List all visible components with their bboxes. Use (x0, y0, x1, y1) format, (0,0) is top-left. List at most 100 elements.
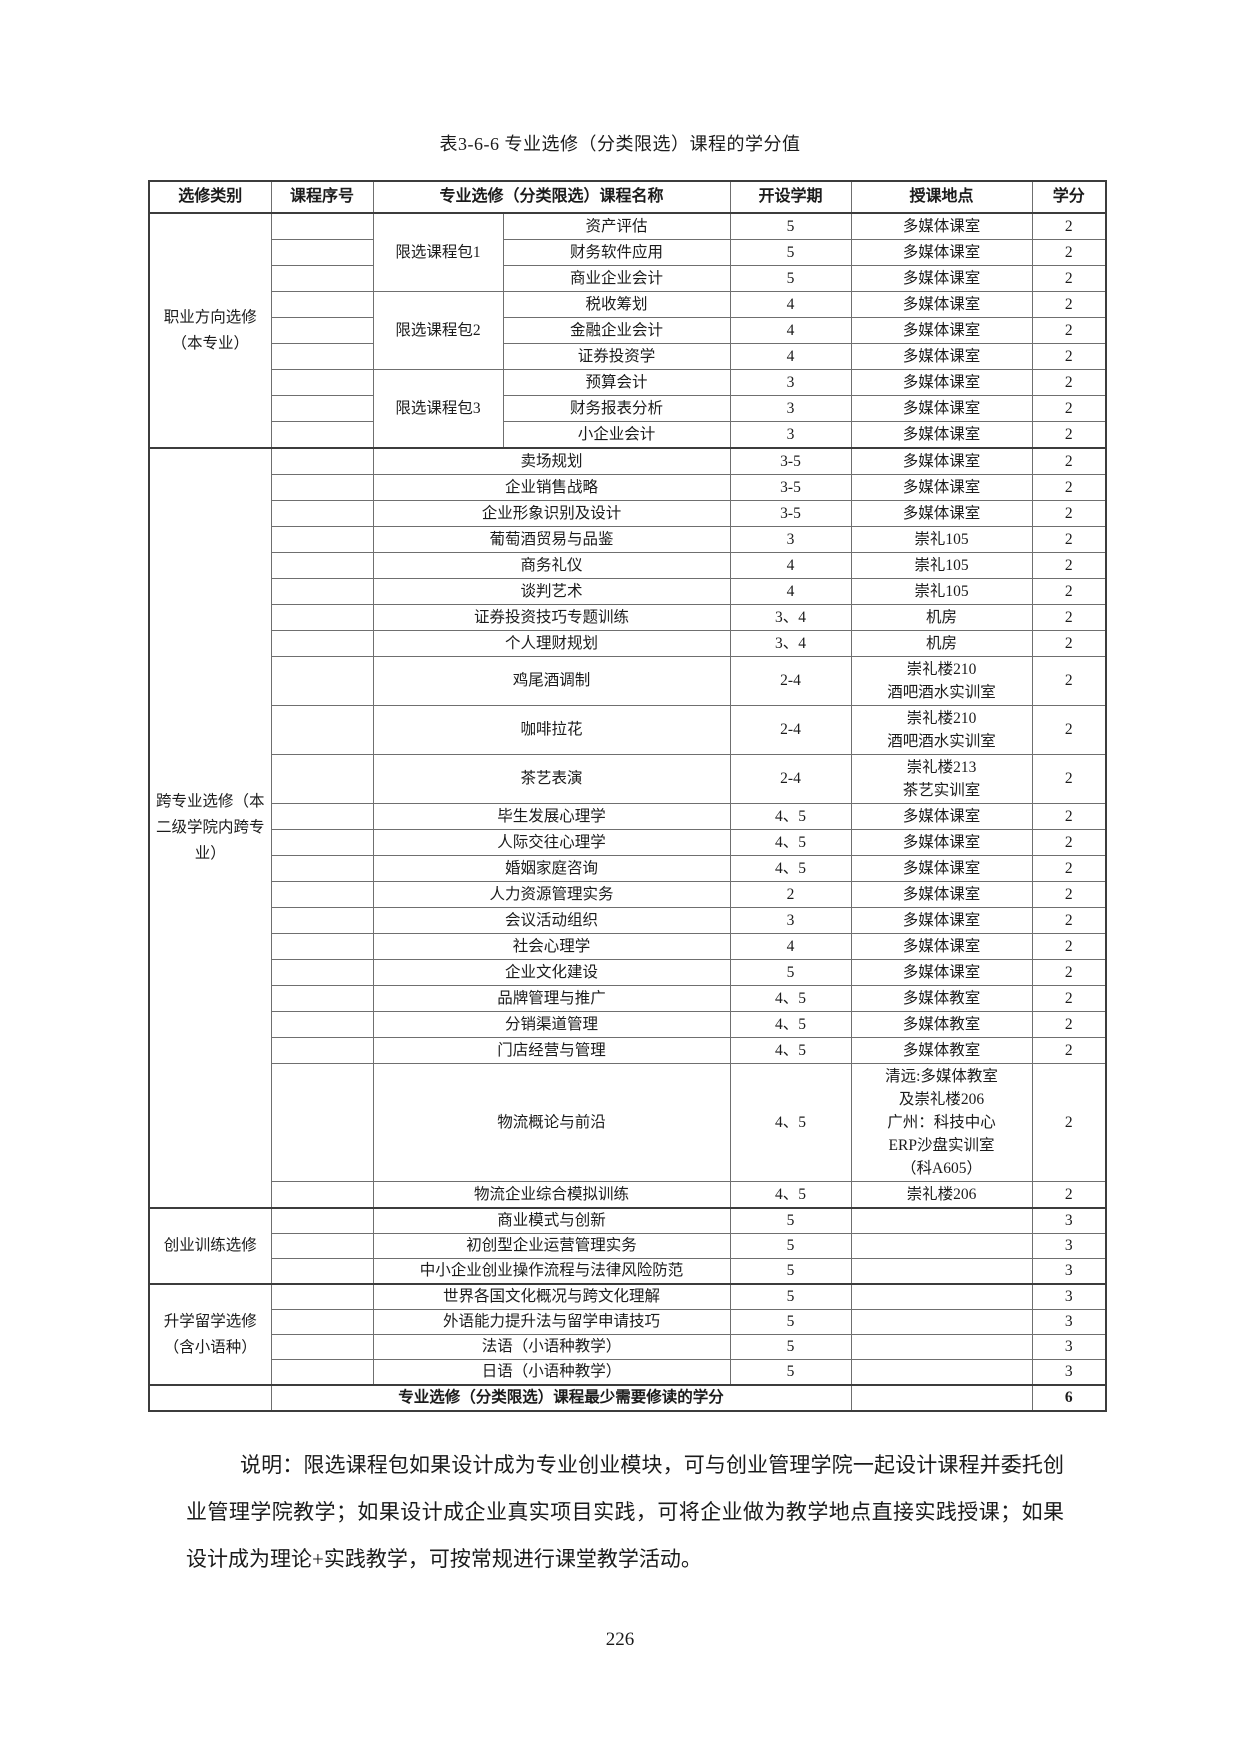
term-cell: 3 (729, 907, 852, 934)
seq-cell (270, 1207, 374, 1234)
seq-cell (270, 369, 374, 396)
course-name-cell: 证券投资技巧专题训练 (372, 604, 731, 631)
table-row: 商业企业会计 5 多媒体课室 2 (149, 265, 1107, 292)
table-row: 企业形象识别及设计 3-5 多媒体课室 2 (149, 500, 1107, 527)
course-name-cell: 财务软件应用 (502, 239, 731, 266)
seq-cell (270, 656, 374, 706)
seq-cell (270, 1233, 374, 1259)
table-row: 葡萄酒贸易与品鉴 3 崇礼105 2 (149, 526, 1107, 553)
term-cell: 2-4 (729, 754, 852, 804)
seq-cell (270, 239, 374, 266)
credit-cell: 2 (1031, 369, 1107, 396)
term-cell: 5 (729, 1258, 852, 1285)
location-cell: 多媒体课室 (850, 369, 1033, 396)
seq-cell (270, 343, 374, 370)
summary-label-cell: 专业选修（分类限选）课程最少需要修读的学分 (270, 1384, 852, 1412)
course-name-cell: 门店经营与管理 (372, 1037, 731, 1064)
seq-cell (270, 907, 374, 934)
course-name-cell: 证券投资学 (502, 343, 731, 370)
credit-cell: 3 (1031, 1233, 1107, 1259)
table-row: 茶艺表演 2-4 崇礼楼213 茶艺实训室 2 (149, 754, 1107, 804)
credit-cell: 3 (1031, 1258, 1107, 1285)
location-cell: 多媒体教室 (850, 985, 1033, 1012)
course-name-cell: 小企业会计 (502, 421, 731, 449)
term-cell: 3 (729, 369, 852, 396)
seq-cell (270, 1334, 374, 1360)
credit-cell: 2 (1031, 212, 1107, 240)
seq-cell (270, 265, 374, 292)
table-row: 中小企业创业操作流程与法律风险防范 5 3 (149, 1258, 1107, 1285)
seq-cell (270, 959, 374, 986)
location-cell: 多媒体课室 (850, 317, 1033, 344)
location-cell: 多媒体课室 (850, 933, 1033, 960)
header-cell-credit: 学分 (1031, 180, 1107, 214)
term-cell: 2-4 (729, 705, 852, 755)
location-cell (850, 1334, 1033, 1360)
location-cell: 多媒体课室 (850, 500, 1033, 527)
credit-cell: 2 (1031, 705, 1107, 755)
location-cell (850, 1258, 1033, 1285)
seq-cell (270, 552, 374, 579)
seq-cell (270, 500, 374, 527)
credit-cell: 2 (1031, 265, 1107, 292)
seq-cell (270, 474, 374, 501)
course-name-cell: 法语（小语种教学） (372, 1334, 731, 1360)
term-cell: 3-5 (729, 447, 852, 475)
course-name-cell: 谈判艺术 (372, 578, 731, 605)
course-name-cell: 人际交往心理学 (372, 829, 731, 856)
location-cell (850, 1384, 1033, 1412)
credit-cell: 2 (1031, 1063, 1107, 1182)
table-row: 品牌管理与推广 4、5 多媒体教室 2 (149, 985, 1107, 1012)
credit-cell: 2 (1031, 343, 1107, 370)
page-number: 226 (605, 1629, 635, 1650)
credit-cell: 2 (1031, 604, 1107, 631)
table-row: 限选课程包3 预算会计 3 多媒体课室 2 (149, 369, 1107, 449)
seq-cell (270, 1181, 374, 1209)
seq-cell (270, 705, 374, 755)
seq-cell (270, 291, 374, 318)
credit-cell: 2 (1031, 855, 1107, 882)
term-cell: 5 (729, 1283, 852, 1310)
location-cell: 机房 (850, 630, 1033, 657)
table-row: 跨专业选修（本二级学院内跨专业） 卖场规划 3-5 多媒体课室 2 (148, 447, 1107, 1209)
table-row: 升学留学选修（含小语种） 世界各国文化概况与跨文化理解 5 3 (148, 1283, 1107, 1386)
summary-credit-cell: 6 (1031, 1384, 1107, 1412)
term-cell: 4、5 (729, 1011, 852, 1038)
location-cell: 多媒体教室 (850, 1037, 1033, 1064)
term-cell: 3-5 (729, 500, 852, 527)
credit-cell: 2 (1031, 578, 1107, 605)
term-cell: 4、5 (729, 1037, 852, 1064)
seq-cell (270, 1359, 374, 1386)
credit-cell: 3 (1031, 1359, 1107, 1386)
location-cell: 崇礼楼210 酒吧酒水实训室 (850, 656, 1033, 706)
credit-cell: 2 (1031, 1181, 1107, 1209)
term-cell: 4 (729, 552, 852, 579)
term-cell: 4、5 (729, 1181, 852, 1209)
seq-cell (270, 754, 374, 804)
term-cell: 5 (729, 265, 852, 292)
location-cell: 多媒体课室 (850, 474, 1033, 501)
package-cell: 限选课程包3 (372, 369, 504, 449)
category-cell: 职业方向选修（本专业） (148, 212, 272, 449)
course-name-cell: 咖啡拉花 (372, 705, 731, 755)
seq-cell (270, 985, 374, 1012)
course-name-cell: 企业形象识别及设计 (372, 500, 731, 527)
location-cell: 多媒体课室 (850, 343, 1033, 370)
term-cell: 4 (729, 578, 852, 605)
location-cell: 多媒体课室 (850, 803, 1033, 830)
course-name-cell: 企业文化建设 (372, 959, 731, 986)
seq-cell (270, 212, 374, 240)
table-row: 会议活动组织 3 多媒体课室 2 (149, 907, 1107, 934)
term-cell: 4 (729, 933, 852, 960)
table-row: 人际交往心理学 4、5 多媒体课室 2 (149, 829, 1107, 856)
seq-cell (270, 1309, 374, 1335)
location-cell: 多媒体课室 (850, 829, 1033, 856)
seq-cell (270, 421, 374, 449)
table-row: 毕生发展心理学 4、5 多媒体课室 2 (149, 803, 1107, 830)
credit-cell: 2 (1031, 803, 1107, 830)
location-cell: 多媒体课室 (850, 265, 1033, 292)
course-name-cell: 会议活动组织 (372, 907, 731, 934)
table-row: 财务报表分析 3 多媒体课室 2 (149, 395, 1107, 422)
table-row: 创业训练选修 商业模式与创新 5 3 (148, 1207, 1107, 1285)
credit-cell: 2 (1031, 985, 1107, 1012)
